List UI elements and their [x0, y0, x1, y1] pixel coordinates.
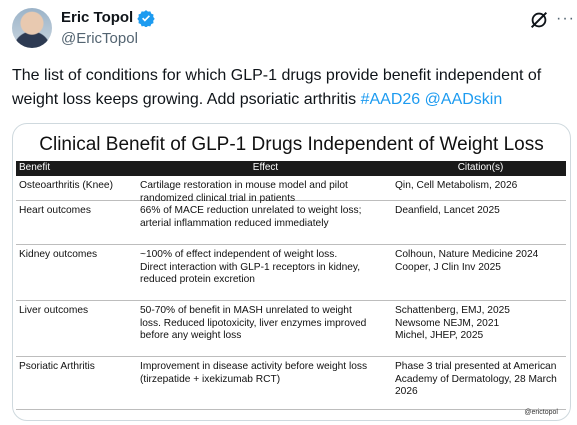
cell-effect: 66% of MACE reduction unrelated to weigh…: [140, 205, 362, 229]
table-row: Kidney outcomes ~100% of effect independ…: [16, 245, 566, 301]
table-row: Heart outcomes 66% of MACE reduction unr…: [16, 201, 566, 245]
post-text: The list of conditions for which GLP-1 d…: [12, 64, 572, 112]
table-row: Osteoarthritis (Knee) Cartilage restorat…: [16, 176, 566, 204]
mention-link[interactable]: @AADskin: [424, 91, 503, 108]
image-title: Clinical Benefit of GLP-1 Drugs Independ…: [39, 134, 544, 155]
header-benefit: Benefit: [19, 162, 51, 174]
cell-effect: Improvement in disease activity before w…: [140, 361, 368, 385]
cell-citation: Deanfield, Lancet 2025: [395, 205, 500, 216]
avatar[interactable]: [12, 8, 52, 48]
post-body: The list of conditions for which GLP-1 d…: [12, 67, 542, 108]
header-effect: Effect: [252, 162, 279, 174]
cell-effect: ~100% of effect independent of weight lo…: [140, 249, 361, 285]
cell-benefit: Liver outcomes: [19, 305, 89, 316]
author-handle[interactable]: @EricTopol: [61, 30, 138, 47]
cell-benefit: Psoriatic Arthritis: [19, 361, 95, 372]
table-row: Liver outcomes 50-70% of benefit in MASH…: [16, 301, 566, 357]
cell-benefit: Kidney outcomes: [19, 249, 98, 260]
post-image[interactable]: Clinical Benefit of GLP-1 Drugs Independ…: [12, 123, 571, 421]
benefit-table: Benefit Effect Citation(s) Osteoarthriti…: [16, 161, 566, 410]
image-credit: @erictopol: [524, 409, 558, 416]
cell-effect: 50-70% of benefit in MASH unrelated to w…: [140, 305, 367, 341]
verified-badge-icon: [137, 10, 155, 27]
table-row: Psoriatic Arthritis Improvement in disea…: [16, 357, 566, 410]
header-citation: Citation(s): [457, 162, 504, 174]
cell-citation: Phase 3 trial presented at American Acad…: [395, 361, 557, 397]
cell-effect: Cartilage restoration in mouse model and…: [140, 180, 348, 204]
cell-benefit: Osteoarthritis (Knee): [19, 180, 113, 191]
more-icon[interactable]: ···: [556, 10, 575, 27]
cell-citation: Schattenberg, EMJ, 2025 Newsome NEJM, 20…: [395, 305, 510, 341]
table-header: Benefit Effect Citation(s): [16, 161, 566, 176]
cell-citation: Colhoun, Nature Medicine 2024 Cooper, J …: [395, 249, 539, 273]
cell-benefit: Heart outcomes: [19, 205, 91, 216]
hashtag-link[interactable]: #AAD26: [360, 91, 421, 108]
author-name[interactable]: Eric Topol: [61, 9, 134, 26]
grok-icon[interactable]: [528, 9, 550, 31]
cell-citation: Qin, Cell Metabolism, 2026: [395, 180, 518, 191]
